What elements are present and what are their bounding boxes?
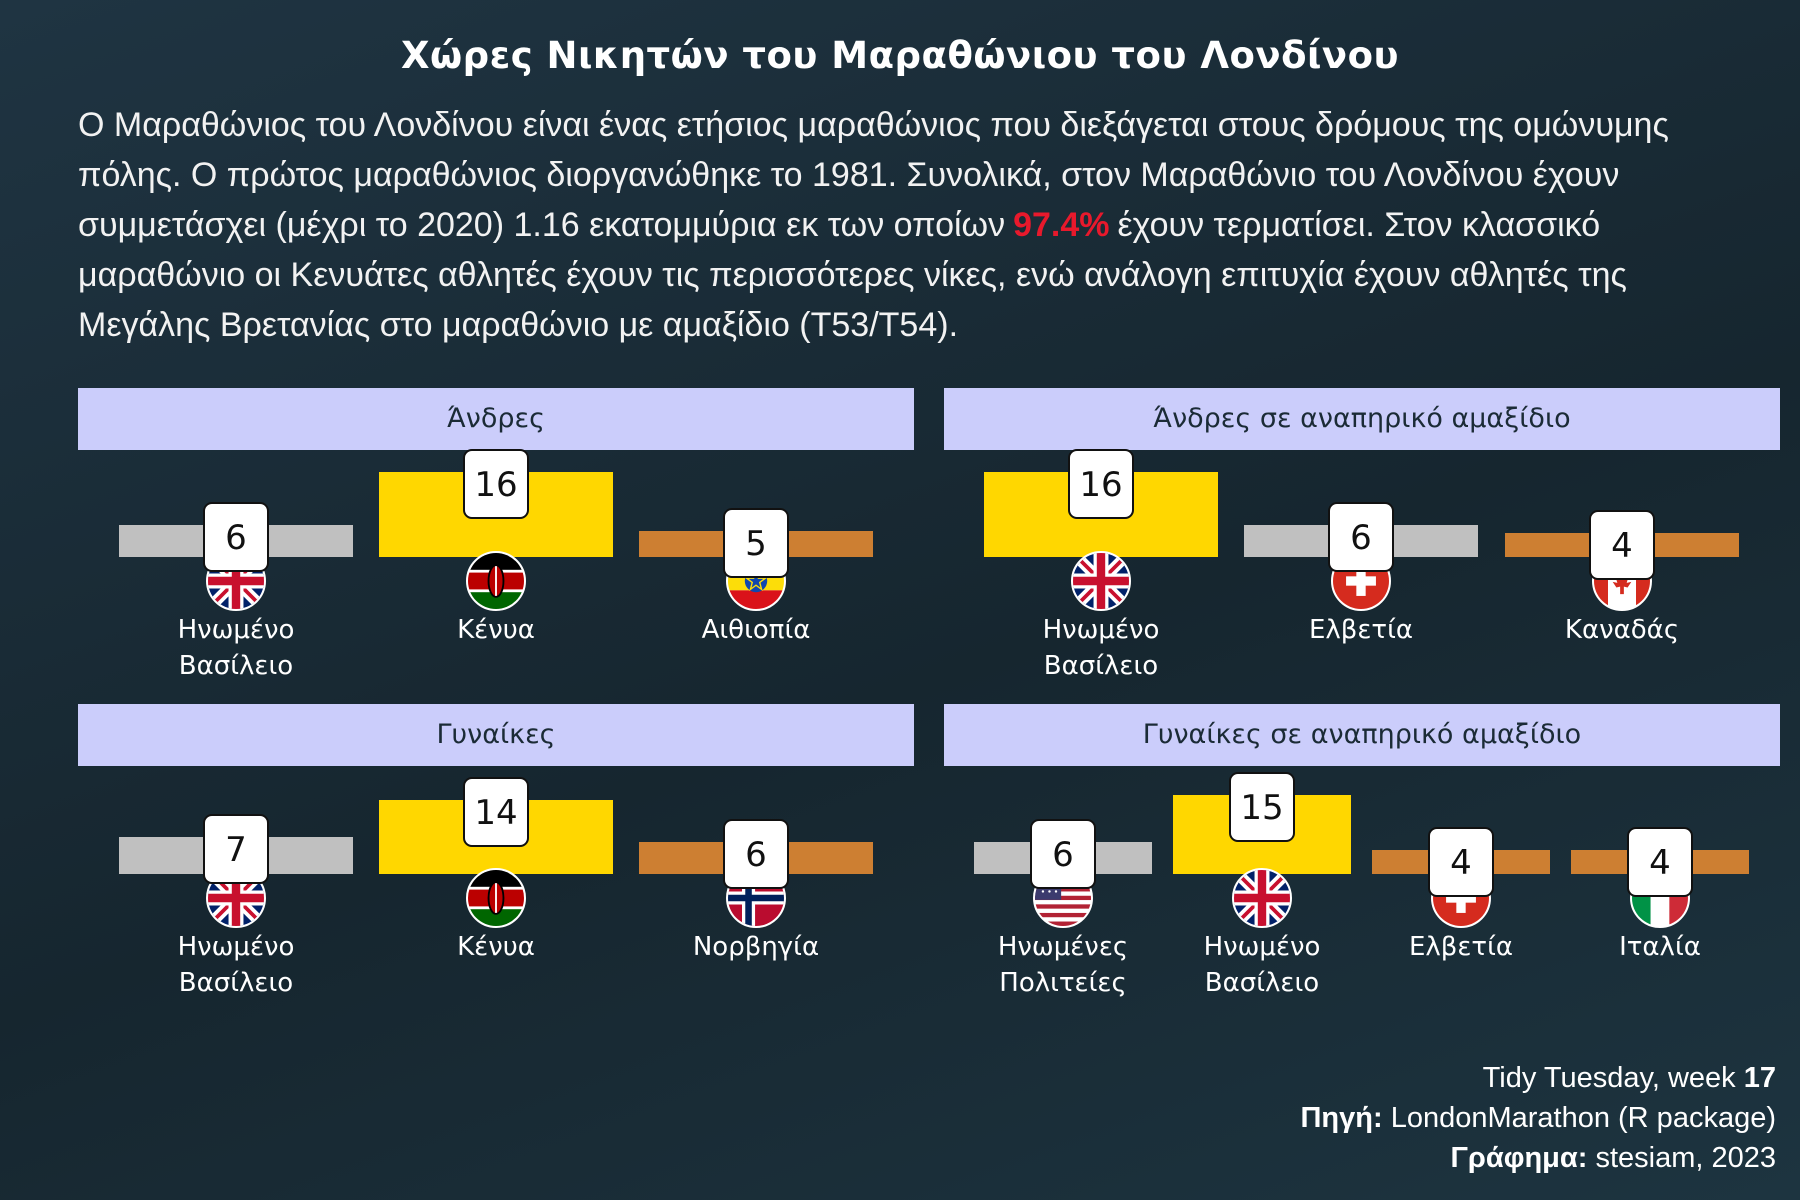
description-paragraph: Ο Μαραθώνιος του Λονδίνου είναι ένας ετή… (78, 100, 1718, 350)
country-label: Ιταλία (1619, 932, 1701, 962)
value-label: 4 (1428, 827, 1494, 897)
credits-author-text: stesiam, 2023 (1595, 1142, 1776, 1174)
credits-author-label: Γράφημα: (1450, 1142, 1588, 1174)
description-text-before: Ο Μαραθώνιος του Λονδίνου είναι ένας ετή… (78, 106, 1669, 244)
value-label: 16 (1068, 449, 1134, 520)
panel-header: Άνδρες (78, 388, 914, 450)
value-label: 4 (1589, 510, 1655, 580)
value-label: 6 (203, 502, 269, 573)
country-label: Ελβετία (1408, 932, 1514, 962)
description-highlight: 97.4% (1013, 206, 1110, 244)
credits-source-label: Πηγή: (1300, 1102, 1383, 1134)
panel-header: Γυναίκες (78, 704, 914, 766)
country-label: Ελβετία (1308, 615, 1414, 645)
country-label: Καναδάς (1564, 615, 1680, 645)
credits-week-number: 17 (1743, 1062, 1776, 1094)
flag-usa-icon (1033, 868, 1093, 928)
panel-header: Γυναίκες σε αναπηρικό αμαξίδιο (944, 704, 1780, 766)
credits-week-label: Tidy Tuesday, week (1482, 1062, 1736, 1094)
country-label: Κένυα (457, 932, 535, 962)
credits-source: Πηγή: LondonMarathon (R package) (1300, 1098, 1776, 1138)
value-label: 6 (723, 819, 789, 890)
value-label: 4 (1627, 827, 1693, 897)
value-label: 16 (463, 449, 529, 520)
value-label: 6 (1328, 502, 1394, 573)
flag-uk-icon (1071, 551, 1131, 611)
credits-source-text: LondonMarathon (R package) (1390, 1102, 1776, 1134)
panel-header: Άνδρες σε αναπηρικό αμαξίδιο (944, 388, 1780, 450)
flag-kenya-icon (466, 551, 526, 611)
flag-uk-icon (1232, 868, 1292, 928)
value-label: 15 (1229, 771, 1295, 842)
country-label: Κένυα (457, 615, 535, 645)
country-label: Νορβηγία (692, 932, 820, 962)
description-text-after: έχουν τερματίσει. Στον κλασσικό μαραθώνι… (78, 206, 1627, 344)
credits-author: Γράφημα: stesiam, 2023 (1300, 1138, 1777, 1178)
country-label: Ηνωμένο Βασίλειο (177, 615, 295, 681)
country-label: Ηνωμένο Βασίλειο (1203, 932, 1321, 998)
country-label: Ηνωμένες Πολιτείες (997, 932, 1129, 998)
value-label: 7 (203, 813, 269, 884)
value-label: 5 (723, 507, 789, 578)
flag-kenya-icon (466, 868, 526, 928)
country-label: Αιθιοπία (701, 615, 811, 645)
country-label: Ηνωμένο Βασίλειο (1042, 615, 1160, 681)
credits: Tidy Tuesday, week 17 Πηγή: LondonMarath… (1300, 1058, 1776, 1178)
credits-week: Tidy Tuesday, week 17 (1300, 1058, 1776, 1098)
country-label: Ηνωμένο Βασίλειο (177, 932, 295, 998)
chart-title: Χώρες Νικητών του Μαραθώνιου του Λονδίνο… (400, 34, 1400, 77)
value-label: 6 (1030, 819, 1096, 890)
value-label: 14 (463, 776, 529, 847)
